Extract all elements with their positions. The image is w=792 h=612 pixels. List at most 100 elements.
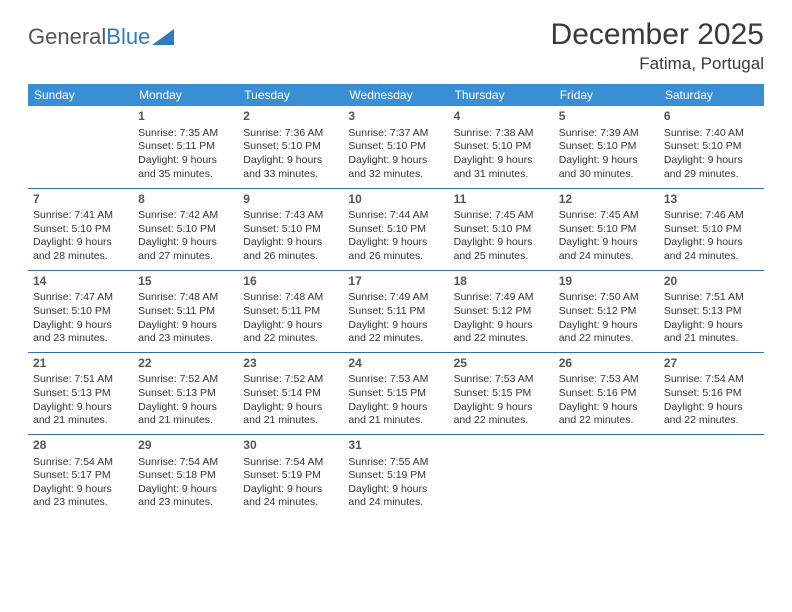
logo-triangle-icon bbox=[152, 29, 174, 45]
day-details: Sunrise: 7:54 AMSunset: 5:19 PMDaylight:… bbox=[243, 456, 338, 511]
weekday-header: Sunday bbox=[28, 84, 133, 106]
daylight-line: Daylight: 9 hours and 21 minutes. bbox=[243, 401, 338, 428]
daylight-line: Daylight: 9 hours and 28 minutes. bbox=[33, 236, 128, 263]
logo-text-1: General bbox=[28, 24, 106, 50]
sunrise-line: Sunrise: 7:37 AM bbox=[348, 127, 443, 141]
sunset-line: Sunset: 5:13 PM bbox=[138, 387, 233, 401]
sunrise-line: Sunrise: 7:51 AM bbox=[664, 291, 759, 305]
day-number: 10 bbox=[348, 192, 443, 208]
day-number: 17 bbox=[348, 274, 443, 290]
calendar-cell bbox=[449, 434, 554, 516]
daylight-line: Daylight: 9 hours and 24 minutes. bbox=[664, 236, 759, 263]
day-details: Sunrise: 7:43 AMSunset: 5:10 PMDaylight:… bbox=[243, 209, 338, 264]
day-details: Sunrise: 7:36 AMSunset: 5:10 PMDaylight:… bbox=[243, 127, 338, 182]
sunset-line: Sunset: 5:11 PM bbox=[138, 305, 233, 319]
day-number: 15 bbox=[138, 274, 233, 290]
sunrise-line: Sunrise: 7:49 AM bbox=[348, 291, 443, 305]
calendar-cell: 3Sunrise: 7:37 AMSunset: 5:10 PMDaylight… bbox=[343, 106, 448, 188]
calendar-cell: 22Sunrise: 7:52 AMSunset: 5:13 PMDayligh… bbox=[133, 352, 238, 434]
sunrise-line: Sunrise: 7:47 AM bbox=[33, 291, 128, 305]
calendar-cell: 28 Sunrise: 7:54 AMSunset: 5:17 PMDayligh… bbox=[28, 434, 133, 516]
calendar-row: 7Sunrise: 7:41 AMSunset: 5:10 PMDaylight… bbox=[28, 188, 764, 270]
calendar-cell: 18Sunrise: 7:49 AMSunset: 5:12 PMDayligh… bbox=[449, 270, 554, 352]
sunrise-line: Sunrise: 7:39 AM bbox=[559, 127, 654, 141]
sunrise-line: Sunrise: 7:53 AM bbox=[348, 373, 443, 387]
sunset-line: Sunset: 5:13 PM bbox=[33, 387, 128, 401]
daylight-line: Daylight: 9 hours and 30 minutes. bbox=[559, 154, 654, 181]
day-details: Sunrise: 7:54 AMSunset: 5:16 PMDaylight:… bbox=[664, 373, 759, 428]
day-details: Sunrise: 7:54 AMSunset: 5:17 PMDaylight:… bbox=[33, 456, 128, 511]
sunset-line: Sunset: 5:11 PM bbox=[138, 140, 233, 154]
calendar-cell: 19Sunrise: 7:50 AMSunset: 5:12 PMDayligh… bbox=[554, 270, 659, 352]
day-details: Sunrise: 7:50 AMSunset: 5:12 PMDaylight:… bbox=[559, 291, 654, 346]
sunset-line: Sunset: 5:10 PM bbox=[664, 140, 759, 154]
calendar-cell bbox=[659, 434, 764, 516]
sunrise-line: Sunrise: 7:55 AM bbox=[348, 456, 443, 470]
sunrise-line: Sunrise: 7:44 AM bbox=[348, 209, 443, 223]
daylight-line: Daylight: 9 hours and 22 minutes. bbox=[454, 401, 549, 428]
sunset-line: Sunset: 5:11 PM bbox=[348, 305, 443, 319]
sunrise-line: Sunrise: 7:54 AM bbox=[243, 456, 338, 470]
sunset-line: Sunset: 5:14 PM bbox=[243, 387, 338, 401]
calendar-cell: 31Sunrise: 7:55 AMSunset: 5:19 PMDayligh… bbox=[343, 434, 448, 516]
calendar-cell: 4 Sunrise: 7:38 AMSunset: 5:10 PMDaylight… bbox=[449, 106, 554, 188]
daylight-line: Daylight: 9 hours and 31 minutes. bbox=[454, 154, 549, 181]
logo: GeneralBlue bbox=[28, 18, 174, 50]
daylight-line: Daylight: 9 hours and 23 minutes. bbox=[33, 483, 128, 510]
calendar-cell: 21Sunrise: 7:51 AMSunset: 5:13 PMDayligh… bbox=[28, 352, 133, 434]
sunset-line: Sunset: 5:19 PM bbox=[348, 469, 443, 483]
day-details: Sunrise: 7:51 AMSunset: 5:13 PMDaylight:… bbox=[33, 373, 128, 428]
day-details: Sunrise: 7:53 AMSunset: 5:16 PMDaylight:… bbox=[559, 373, 654, 428]
day-details: Sunrise: 7:53 AMSunset: 5:15 PMDaylight:… bbox=[454, 373, 549, 428]
sunrise-line: Sunrise: 7:53 AM bbox=[454, 373, 549, 387]
calendar-cell: 9Sunrise: 7:43 AMSunset: 5:10 PMDaylight… bbox=[238, 188, 343, 270]
day-number: 29 bbox=[138, 438, 233, 454]
calendar-cell: 20Sunrise: 7:51 AMSunset: 5:13 PMDayligh… bbox=[659, 270, 764, 352]
calendar-cell: 10Sunrise: 7:44 AMSunset: 5:10 PMDayligh… bbox=[343, 188, 448, 270]
daylight-line: Daylight: 9 hours and 23 minutes. bbox=[138, 483, 233, 510]
day-number: 4 bbox=[454, 109, 549, 125]
sunset-line: Sunset: 5:10 PM bbox=[559, 140, 654, 154]
calendar-cell: 7Sunrise: 7:41 AMSunset: 5:10 PMDaylight… bbox=[28, 188, 133, 270]
day-number: 30 bbox=[243, 438, 338, 454]
sunrise-line: Sunrise: 7:36 AM bbox=[243, 127, 338, 141]
sunset-line: Sunset: 5:15 PM bbox=[454, 387, 549, 401]
sunset-line: Sunset: 5:12 PM bbox=[559, 305, 654, 319]
daylight-line: Daylight: 9 hours and 22 minutes. bbox=[243, 319, 338, 346]
daylight-line: Daylight: 9 hours and 33 minutes. bbox=[243, 154, 338, 181]
day-number: 25 bbox=[454, 356, 549, 372]
header: GeneralBlue December 2025 Fatima, Portug… bbox=[28, 18, 764, 74]
calendar-cell: 11Sunrise: 7:45 AMSunset: 5:10 PMDayligh… bbox=[449, 188, 554, 270]
page-title: December 2025 bbox=[551, 18, 764, 52]
day-details: Sunrise: 7:38 AMSunset: 5:10 PMDaylight:… bbox=[454, 127, 549, 182]
sunset-line: Sunset: 5:15 PM bbox=[348, 387, 443, 401]
calendar-cell: 2Sunrise: 7:36 AMSunset: 5:10 PMDaylight… bbox=[238, 106, 343, 188]
daylight-line: Daylight: 9 hours and 21 minutes. bbox=[33, 401, 128, 428]
day-details: Sunrise: 7:45 AMSunset: 5:10 PMDaylight:… bbox=[559, 209, 654, 264]
sunset-line: Sunset: 5:10 PM bbox=[454, 140, 549, 154]
sunrise-line: Sunrise: 7:38 AM bbox=[454, 127, 549, 141]
sunrise-line: Sunrise: 7:42 AM bbox=[138, 209, 233, 223]
day-details: Sunrise: 7:51 AMSunset: 5:13 PMDaylight:… bbox=[664, 291, 759, 346]
day-details: Sunrise: 7:48 AMSunset: 5:11 PMDaylight:… bbox=[243, 291, 338, 346]
sunrise-line: Sunrise: 7:45 AM bbox=[559, 209, 654, 223]
day-number: 6 bbox=[664, 109, 759, 125]
day-details: Sunrise: 7:41 AMSunset: 5:10 PMDaylight:… bbox=[33, 209, 128, 264]
day-number: 16 bbox=[243, 274, 338, 290]
daylight-line: Daylight: 9 hours and 26 minutes. bbox=[243, 236, 338, 263]
day-number: 19 bbox=[559, 274, 654, 290]
day-number: 11 bbox=[454, 192, 549, 208]
sunset-line: Sunset: 5:10 PM bbox=[348, 223, 443, 237]
sunset-line: Sunset: 5:10 PM bbox=[559, 223, 654, 237]
sunset-line: Sunset: 5:16 PM bbox=[559, 387, 654, 401]
logo-text-2: Blue bbox=[106, 24, 150, 50]
sunset-line: Sunset: 5:11 PM bbox=[243, 305, 338, 319]
sunrise-line: Sunrise: 7:50 AM bbox=[559, 291, 654, 305]
calendar-cell: 1Sunrise: 7:35 AMSunset: 5:11 PMDaylight… bbox=[133, 106, 238, 188]
day-number: 28 bbox=[33, 438, 128, 454]
day-number: 24 bbox=[348, 356, 443, 372]
weekday-header: Friday bbox=[554, 84, 659, 106]
daylight-line: Daylight: 9 hours and 27 minutes. bbox=[138, 236, 233, 263]
daylight-line: Daylight: 9 hours and 23 minutes. bbox=[33, 319, 128, 346]
sunrise-line: Sunrise: 7:35 AM bbox=[138, 127, 233, 141]
